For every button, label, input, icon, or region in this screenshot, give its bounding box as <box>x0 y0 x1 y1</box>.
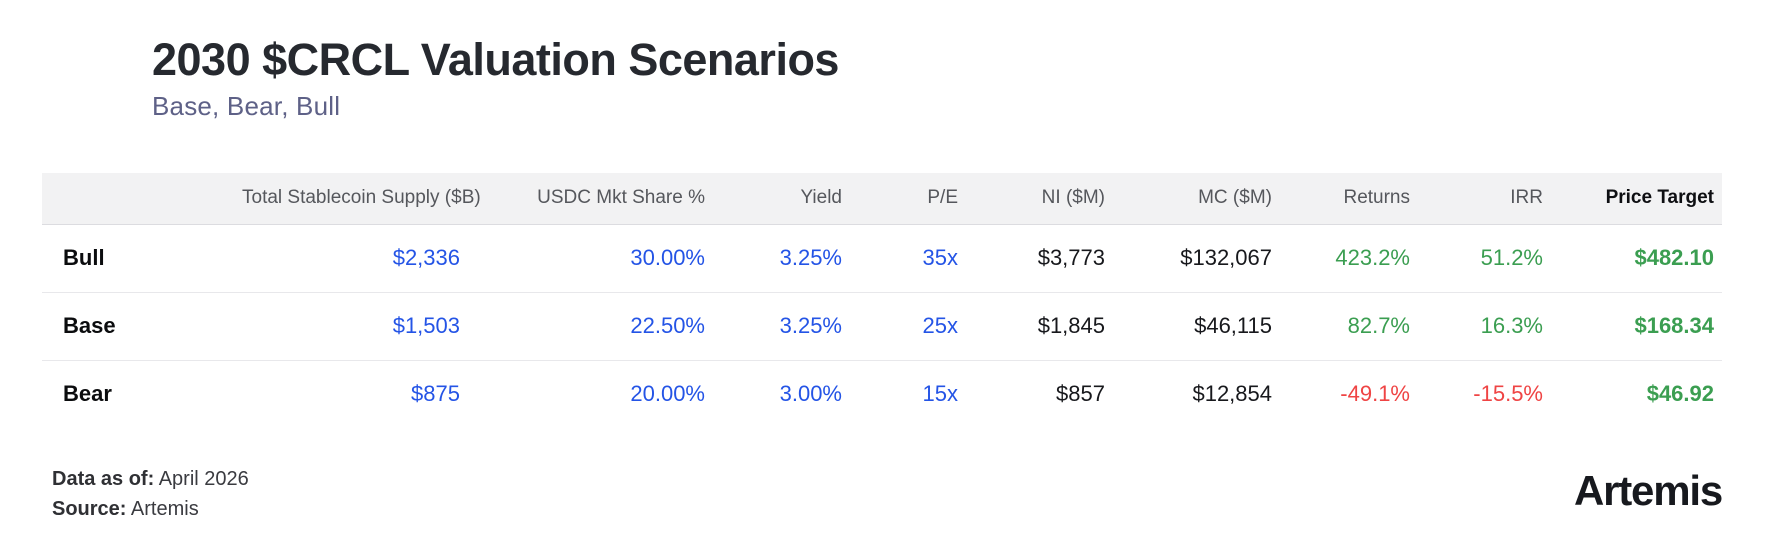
column-header-share: USDC Mkt Share % <box>537 187 705 209</box>
brand-wordmark: Artemis <box>1574 467 1723 514</box>
table-row: Bull $2,336 30.00% 3.25% 35x $3,773 $132,067 42… <box>42 223 1722 292</box>
column-header-mc: MC ($M) <box>1198 187 1272 209</box>
cell-pe: 25x <box>850 291 966 360</box>
column-header-ni: NI ($M) <box>1041 187 1105 209</box>
column-header-supply: Total Stablecoin Supply ($B) <box>242 187 481 209</box>
cell-pe: 35x <box>850 223 966 292</box>
scenario-table: Total Stablecoin Supply ($B) USDC Mkt Sha… <box>42 173 1722 428</box>
column-header-scenario <box>42 173 242 224</box>
column-header-returns: Returns <box>1343 187 1410 209</box>
page-title: 2030 $CRCL Valuation Scenarios <box>152 34 839 85</box>
page-subtitle: Base, Bear, Bull <box>152 90 341 121</box>
table-row: Base $1,503 22.50% 3.25% 25x $1,845 $46,115 82.… <box>42 291 1722 360</box>
cell-supply: $2,336 <box>242 223 468 292</box>
cell-yield: 3.25% <box>713 291 850 360</box>
cell-irr: 16.3% <box>1418 291 1551 360</box>
column-header-pe: P/E <box>927 187 958 209</box>
cell-target: $46.92 <box>1551 359 1722 428</box>
cell-share: 22.50% <box>468 291 713 360</box>
cell-mc: $132,067 <box>1113 223 1280 292</box>
cell-share: 30.00% <box>468 223 713 292</box>
data-as-of-label: Data as of: <box>52 468 155 490</box>
cell-ni: $1,845 <box>966 291 1113 360</box>
table-header: Total Stablecoin Supply ($B) USDC Mkt Sha… <box>42 173 1722 224</box>
cell-mc: $46,115 <box>1113 291 1280 360</box>
data-as-of-line: Data as of: April 2026 <box>52 464 249 494</box>
footnotes: Data as of: April 2026 Source: Artemis <box>52 464 249 524</box>
source-value: Artemis <box>130 498 199 520</box>
cell-scenario: Bear <box>42 359 242 428</box>
table-row: Bear $875 20.00% 3.00% 15x $857 $12,854 -49.1% -… <box>42 359 1722 428</box>
cell-ni: $857 <box>966 359 1113 428</box>
cell-yield: 3.00% <box>713 359 850 428</box>
cell-scenario: Base <box>42 291 242 360</box>
cell-yield: 3.25% <box>713 223 850 292</box>
cell-target: $168.34 <box>1551 291 1722 360</box>
column-header-yield: Yield <box>800 187 842 209</box>
artemis-logo-icon <box>1503 461 1559 521</box>
data-as-of-value: April 2026 <box>158 468 249 490</box>
header: 2030 $CRCL Valuation Scenarios Base, Bea… <box>152 34 839 122</box>
cell-supply: $875 <box>242 359 468 428</box>
cell-mc: $12,854 <box>1113 359 1280 428</box>
cell-irr: -15.5% <box>1418 359 1551 428</box>
brand-lockup: Artemis <box>1503 461 1723 521</box>
cell-returns: 423.2% <box>1280 223 1418 292</box>
column-header-irr: IRR <box>1510 187 1543 209</box>
cell-ni: $3,773 <box>966 223 1113 292</box>
cell-returns: -49.1% <box>1280 359 1418 428</box>
cell-supply: $1,503 <box>242 291 468 360</box>
source-label: Source: <box>52 498 127 520</box>
cell-share: 20.00% <box>468 359 713 428</box>
cell-pe: 15x <box>850 359 966 428</box>
column-header-target: Price Target <box>1605 187 1714 209</box>
artemis-logo-icon <box>50 36 130 126</box>
cell-target: $482.10 <box>1551 223 1722 292</box>
cell-scenario: Bull <box>42 223 242 292</box>
cell-irr: 51.2% <box>1418 223 1551 292</box>
cell-returns: 82.7% <box>1280 291 1418 360</box>
source-line: Source: Artemis <box>52 494 249 524</box>
